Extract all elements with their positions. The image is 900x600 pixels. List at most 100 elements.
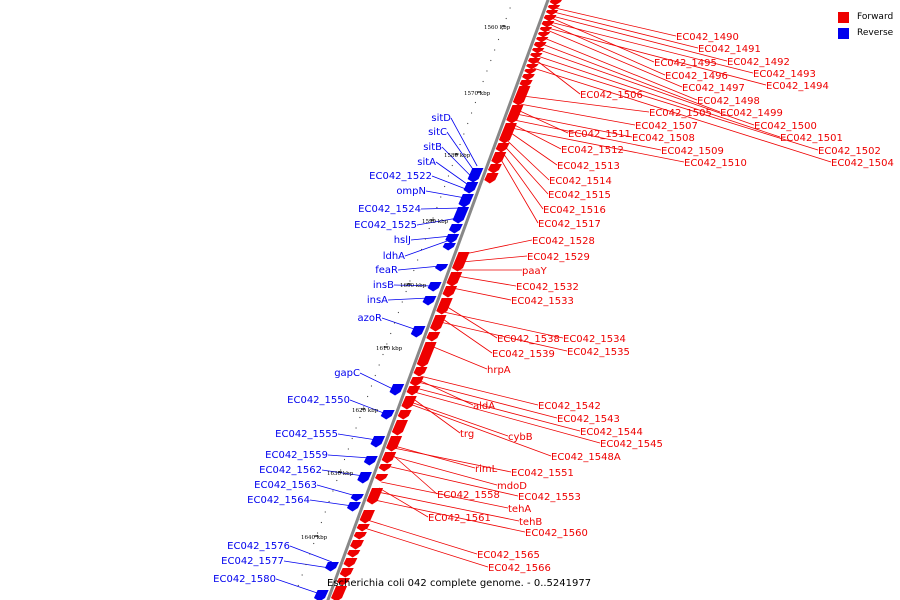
forward-connector	[554, 7, 677, 37]
minor-tick	[297, 584, 299, 587]
forward-gene-label: EC042_1514	[549, 176, 612, 187]
forward-gene	[506, 105, 524, 124]
forward-connector	[547, 27, 767, 86]
forward-gene	[530, 53, 543, 59]
forward-gene	[397, 410, 412, 420]
forward-connector	[409, 403, 552, 457]
reverse-gene-label: ompN	[396, 186, 426, 197]
reverse-gene-label: azoR	[358, 313, 382, 324]
forward-gene-label: EC042_1565	[477, 550, 540, 561]
minor-tick	[332, 490, 334, 492]
forward-connector	[387, 465, 519, 497]
legend: Forward Reverse	[838, 9, 893, 41]
forward-connector	[553, 11, 699, 49]
legend-reverse[interactable]: Reverse	[838, 25, 893, 41]
forward-gene	[495, 143, 510, 153]
minor-tick	[324, 511, 326, 513]
forward-gene	[484, 173, 499, 184]
forward-gene	[531, 48, 545, 54]
reverse-gene-label: sitB	[423, 142, 442, 153]
minor-tick	[428, 227, 430, 230]
reverse-connector	[393, 284, 434, 287]
minor-tick	[355, 427, 357, 429]
minor-tick	[309, 553, 311, 555]
forward-connector	[393, 447, 512, 473]
reverse-gene-label: insA	[367, 295, 388, 306]
reverse-gene-label: EC042_1580	[213, 574, 276, 585]
reverse-gene-label: insB	[373, 280, 394, 291]
reverse-gene-label: EC042_1562	[259, 465, 322, 476]
minor-tick	[301, 574, 303, 576]
forward-gene-label: EC042_1508	[632, 133, 695, 144]
forward-gene-label: EC042_1566	[488, 563, 551, 574]
forward-gene	[526, 64, 539, 70]
forward-gene	[378, 464, 392, 472]
reverse-gene	[324, 562, 339, 572]
reverse-connector	[441, 146, 474, 179]
minor-tick	[474, 101, 477, 104]
forward-gene-label: EC042_1533	[511, 296, 574, 307]
reverse-connector	[289, 545, 333, 563]
forward-gene-label: EC042_1504	[831, 158, 894, 169]
legend-forward[interactable]: Forward	[838, 9, 893, 25]
reverse-connector	[321, 469, 364, 477]
minor-tick	[440, 196, 442, 198]
minor-tick	[501, 28, 503, 30]
forward-gene	[524, 69, 537, 75]
minor-tick	[455, 154, 457, 156]
reverse-connector	[327, 454, 371, 459]
forward-gene-label: tehB	[519, 517, 542, 528]
forward-gene	[350, 540, 364, 550]
reverse-gene	[445, 234, 460, 244]
reverse-gene-label: EC042_1559	[265, 450, 328, 461]
minor-tick	[405, 290, 407, 293]
minor-tick	[313, 542, 315, 545]
forward-gene-label: EC042_1495	[654, 58, 717, 69]
forward-gene-label: rimL	[475, 464, 498, 475]
reverse-gene	[410, 326, 426, 338]
forward-connector	[420, 375, 539, 406]
forward-gene	[356, 524, 370, 532]
forward-gene	[549, 0, 562, 6]
forward-gene-label: EC042_1509	[661, 146, 724, 157]
forward-gene-label: EC042_1499	[720, 108, 783, 119]
reverse-gene-label: sitD	[431, 113, 451, 124]
tick-label: 1610 kbp	[376, 346, 403, 352]
forward-gene-label: EC042_1551	[511, 468, 574, 479]
forward-gene-label: EC042_1516	[543, 205, 606, 216]
legend-forward-label: Forward	[857, 12, 894, 22]
forward-connector	[367, 519, 478, 555]
reverse-gene-label: ldhA	[383, 251, 405, 262]
forward-gene-label: EC042_1511	[568, 129, 631, 140]
forward-gene	[522, 74, 535, 81]
forward-gene	[533, 42, 547, 49]
forward-gene-label: EC042_1535	[567, 347, 630, 358]
forward-gene	[519, 80, 533, 88]
minor-tick	[401, 301, 403, 303]
reverse-connector	[420, 207, 462, 210]
reverse-gene	[389, 384, 405, 396]
forward-gene	[339, 568, 354, 578]
forward-connector	[441, 317, 493, 354]
forward-gene-label: EC042_1510	[684, 158, 747, 169]
minor-tick	[470, 112, 473, 114]
reverse-gene	[458, 194, 474, 208]
forward-gene-label: EC042_1513	[557, 161, 620, 172]
forward-connector	[551, 17, 655, 63]
reverse-gene	[434, 264, 449, 272]
forward-gene-label: EC042_1561	[428, 513, 491, 524]
forward-connector	[417, 381, 558, 419]
reverse-connector	[316, 484, 357, 497]
reverse-gene	[442, 243, 456, 251]
forward-connector	[516, 113, 633, 138]
forward-connector	[439, 321, 568, 352]
reverse-gene-label: EC042_1550	[287, 395, 350, 406]
tick-label: 1630 kbp	[327, 471, 354, 477]
minor-tick	[305, 563, 307, 566]
minor-tick	[486, 70, 488, 72]
minor-tick	[497, 38, 500, 41]
forward-gene-label: EC042_1553	[518, 492, 581, 503]
forward-gene	[512, 86, 531, 106]
forward-connector	[541, 43, 721, 113]
reverse-connector	[275, 578, 321, 595]
